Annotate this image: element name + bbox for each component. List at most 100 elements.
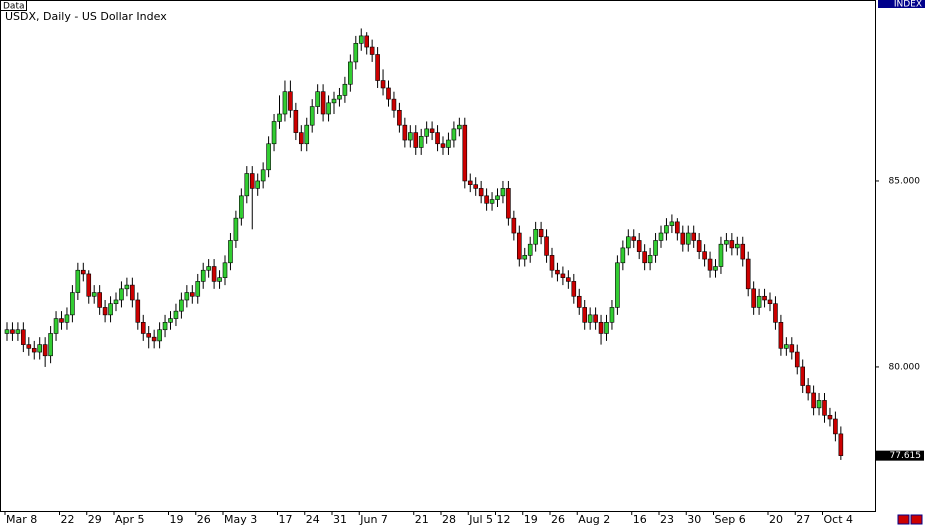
candle-body	[91, 292, 97, 297]
candle-body	[549, 255, 555, 271]
candle-body	[734, 243, 740, 249]
x-tick-label: Apr 5	[115, 513, 145, 525]
candle-body	[135, 299, 141, 323]
candle-body	[348, 61, 353, 85]
candle-body	[718, 243, 724, 267]
candle-body	[195, 281, 201, 297]
candle-body	[740, 243, 746, 260]
candle-body	[200, 269, 206, 282]
x-tick-label: 23	[660, 513, 674, 525]
candle-body	[473, 184, 479, 189]
candle-body	[282, 91, 288, 115]
candle-body	[762, 295, 767, 301]
x-tick-label: 24	[306, 513, 320, 525]
candle-body	[162, 322, 168, 331]
candle-body	[315, 91, 320, 107]
candle-body	[615, 262, 620, 308]
candle-body	[309, 106, 315, 126]
candle-body	[249, 173, 255, 189]
x-tick-label: 19	[524, 513, 538, 525]
candle-body	[751, 288, 756, 308]
candle-body	[418, 136, 424, 148]
x-tick-label: 17	[279, 513, 293, 525]
candle-body	[37, 344, 43, 353]
x-tick-label: Jun 7	[359, 513, 388, 525]
candle-body	[255, 180, 260, 189]
candle-body	[484, 195, 489, 204]
window-button[interactable]	[897, 514, 910, 525]
candle-body	[222, 262, 228, 278]
candle-body	[386, 87, 391, 100]
candle-body	[571, 281, 577, 297]
candle-body	[784, 344, 789, 349]
candle-body	[527, 243, 533, 256]
candle-body	[397, 109, 402, 126]
candle-body	[146, 333, 151, 338]
candle-body	[691, 232, 697, 241]
candle-body	[440, 143, 446, 148]
candle-body	[130, 284, 135, 301]
candle-body	[358, 35, 364, 44]
candle-body	[729, 240, 735, 249]
candle-body	[81, 269, 86, 275]
candle-body	[707, 258, 713, 271]
candle-body	[451, 128, 457, 141]
candle-body	[97, 292, 102, 308]
candle-body	[168, 318, 173, 323]
x-tick-label: Aug 2	[578, 513, 610, 525]
candle-body	[298, 132, 304, 145]
x-tick-label: 16	[633, 513, 647, 525]
candle-body	[457, 124, 462, 130]
x-tick-label: 22	[61, 513, 75, 525]
candle-body	[685, 232, 691, 245]
candle-body	[566, 277, 571, 282]
candle-body	[391, 98, 397, 111]
candle-body	[587, 314, 593, 323]
candle-body	[353, 43, 359, 63]
candle-body	[500, 188, 506, 197]
x-tick-label: 28	[442, 513, 456, 525]
candle-body	[375, 54, 380, 81]
candle-body	[413, 132, 419, 148]
window-button[interactable]	[910, 514, 923, 525]
data-label: Data	[3, 2, 25, 12]
candle-body	[653, 240, 658, 256]
candle-body	[326, 102, 331, 115]
plot-frame	[0, 0, 876, 512]
candle-body	[364, 35, 370, 48]
candle-body	[342, 83, 348, 96]
candle-body	[31, 348, 37, 353]
y-tick-label: 85.000	[889, 176, 921, 186]
x-tick-label: Sep 6	[715, 513, 746, 525]
candle-body	[70, 292, 75, 316]
candle-body	[102, 307, 108, 316]
candle-body	[724, 240, 729, 245]
candle-body	[778, 322, 784, 349]
candle-body	[48, 333, 53, 357]
candle-body	[696, 240, 702, 252]
candle-body	[173, 310, 179, 319]
candle-body	[239, 195, 244, 219]
candle-body	[288, 91, 293, 111]
candle-body	[713, 266, 718, 271]
candle-body	[15, 329, 21, 334]
candle-body	[277, 113, 282, 122]
candle-body	[407, 132, 413, 141]
candle-body	[827, 414, 833, 420]
candle-body	[184, 292, 190, 301]
candle-body	[680, 232, 686, 245]
x-tick-label: 29	[88, 513, 102, 525]
x-tick-label: 12	[497, 513, 511, 525]
x-tick-label: Mar 8	[6, 513, 37, 525]
candle-body	[293, 109, 299, 133]
last-price-label: 77.615	[890, 451, 922, 461]
candle-body	[462, 124, 468, 182]
candle-body	[555, 269, 560, 275]
candle-body	[190, 292, 195, 297]
x-tick-label: Oct 4	[824, 513, 854, 525]
candle-body	[609, 307, 615, 323]
candle-body	[266, 143, 271, 171]
candle-body	[664, 225, 669, 234]
candle-body	[113, 299, 119, 305]
candle-body	[511, 217, 517, 234]
